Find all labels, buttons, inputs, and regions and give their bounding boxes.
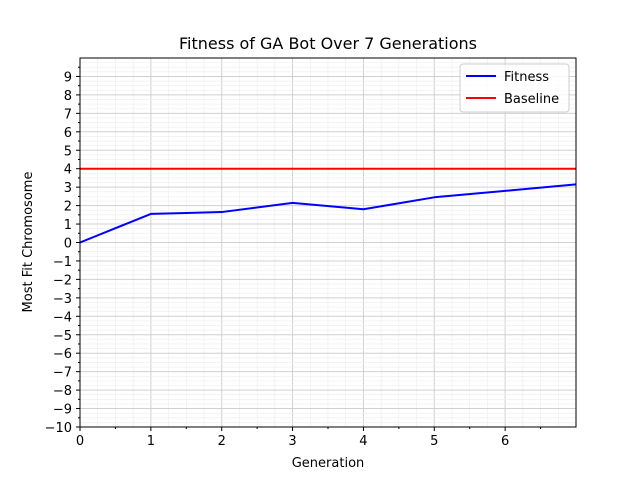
legend: Fitness Baseline: [459, 63, 570, 113]
series-layer: [79, 167, 577, 244]
y-tick-label: 4: [64, 163, 72, 178]
y-tick-label: −8: [53, 384, 72, 399]
x-tick-label: 1: [147, 434, 155, 449]
y-tick-label: −10: [45, 421, 72, 436]
y-tick-label: −1: [53, 255, 72, 270]
y-tick-label: −6: [53, 347, 72, 362]
y-tick-label: −3: [53, 292, 72, 307]
y-tick-label: −2: [53, 273, 72, 288]
x-axis-label: Generation: [292, 456, 365, 471]
x-tick-label: 3: [288, 434, 296, 449]
series-line-fitness: [79, 183, 577, 244]
legend-label-fitness: Fitness: [504, 70, 549, 85]
legend-label-baseline: Baseline: [504, 92, 559, 107]
x-tick-label: 5: [430, 434, 438, 449]
y-tick-label: −4: [53, 310, 72, 325]
y-tick-label: 0: [64, 237, 72, 252]
x-tick-label: 2: [218, 434, 226, 449]
y-tick-label: −7: [53, 366, 72, 381]
y-tick-label: 3: [64, 181, 72, 196]
y-tick-label: 1: [64, 218, 72, 233]
y-tick-label: 2: [64, 200, 72, 215]
grid-lines: [80, 58, 576, 427]
y-tick-label: 8: [64, 89, 72, 104]
y-tick-label: 6: [64, 126, 72, 141]
y-tick-label: 5: [64, 144, 72, 159]
x-tick-label: 4: [359, 434, 367, 449]
x-tick-label: 0: [76, 434, 84, 449]
y-tick-label: 7: [64, 107, 72, 122]
y-tick-label: 9: [64, 70, 72, 85]
x-tick-label: 6: [501, 434, 509, 449]
y-tick-label: −5: [53, 329, 72, 344]
y-axis-label: Most Fit Chromosome: [21, 172, 36, 313]
y-tick-label: −9: [53, 403, 72, 418]
chart-title: Fitness of GA Bot Over 7 Generations: [179, 34, 477, 53]
